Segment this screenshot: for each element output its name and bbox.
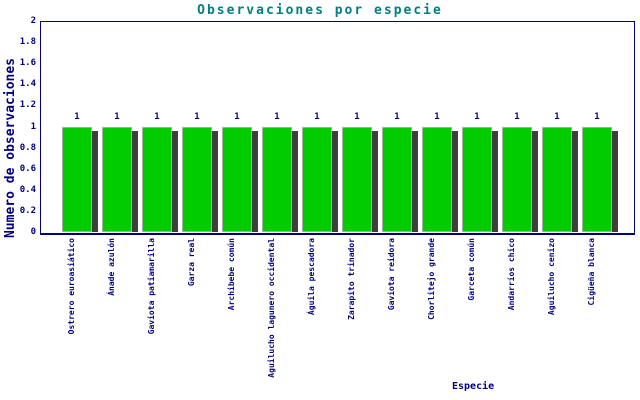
- x-category-label: Garceta común: [467, 238, 476, 301]
- x-category-label: Ánade azulón: [107, 238, 116, 296]
- x-category-label: Ostrero euroasiático: [67, 238, 76, 335]
- chart-title: Observaciones por especie: [197, 3, 443, 18]
- y-tick-label: 0.8: [19, 143, 36, 153]
- bar-value-label: 1: [554, 112, 560, 122]
- y-tick-label: 0.4: [19, 185, 36, 195]
- bar-shadow: [412, 131, 418, 232]
- bar: [62, 127, 92, 232]
- bar-value-label: 1: [394, 112, 400, 122]
- bar-shadow: [572, 131, 578, 232]
- y-tick-label: 0.2: [19, 206, 36, 216]
- bar-shadow: [532, 131, 538, 232]
- bar-shadow: [132, 131, 138, 232]
- x-category-label: Archibebe común: [227, 238, 236, 311]
- bar: [142, 127, 172, 232]
- bar-shadow: [492, 131, 498, 232]
- bar-shadow: [92, 131, 98, 232]
- bar: [422, 127, 452, 232]
- y-tick-label: 1.8: [19, 37, 36, 47]
- bar-shadow: [292, 131, 298, 232]
- bar-value-label: 1: [594, 112, 600, 122]
- bar: [222, 127, 252, 232]
- x-category-label: Andarríos chico: [507, 238, 516, 311]
- bar: [582, 127, 612, 232]
- bar: [382, 127, 412, 232]
- bar-shadow: [612, 131, 618, 232]
- y-tick-label: 1: [30, 122, 36, 132]
- bar: [302, 127, 332, 232]
- x-category-label: Cigüeña blanca: [587, 238, 596, 306]
- bar-value-label: 1: [354, 112, 360, 122]
- bar-value-label: 1: [194, 112, 200, 122]
- x-category-label: Aguilucho lagunero occidental: [267, 238, 276, 378]
- x-category-label: Chorlitejo grande: [427, 238, 436, 320]
- bar-shadow: [172, 131, 178, 232]
- bar: [502, 127, 532, 232]
- x-category-label: Garza real: [187, 238, 196, 287]
- bar-value-label: 1: [74, 112, 80, 122]
- bar-shadow: [332, 131, 338, 232]
- bar-value-label: 1: [314, 112, 320, 122]
- bar-shadow: [372, 131, 378, 232]
- bar-value-label: 1: [474, 112, 480, 122]
- bar: [342, 127, 372, 232]
- bar: [102, 127, 132, 232]
- bar: [542, 127, 572, 232]
- bar-value-label: 1: [434, 112, 440, 122]
- x-category-label: Águila pescadora: [307, 238, 316, 316]
- x-category-label: Gaviota reidora: [387, 238, 396, 311]
- bar-shadow: [212, 131, 218, 232]
- x-category-label: Gaviota patiamarilla: [147, 238, 156, 335]
- x-category-label: Zarapito trinador: [347, 238, 356, 320]
- y-tick-label: 0.6: [19, 164, 36, 174]
- y-tick-label: 1.6: [19, 58, 36, 68]
- y-tick-label: 0: [30, 227, 36, 237]
- bar-shadow: [452, 131, 458, 232]
- bar-value-label: 1: [274, 112, 280, 122]
- x-axis-title: Especie: [452, 381, 495, 392]
- bar-value-label: 1: [154, 112, 160, 122]
- bar-value-label: 1: [234, 112, 240, 122]
- bar: [182, 127, 212, 232]
- bar-value-label: 1: [114, 112, 120, 122]
- x-category-label: Aguilucho cenizo: [547, 238, 556, 316]
- y-tick-label: 1.4: [19, 79, 36, 89]
- bar-shadow: [252, 131, 258, 232]
- bar: [262, 127, 292, 232]
- bar: [462, 127, 492, 232]
- y-tick-label: 2: [30, 16, 36, 26]
- y-tick-label: 1.2: [19, 100, 36, 110]
- bar-value-label: 1: [514, 112, 520, 122]
